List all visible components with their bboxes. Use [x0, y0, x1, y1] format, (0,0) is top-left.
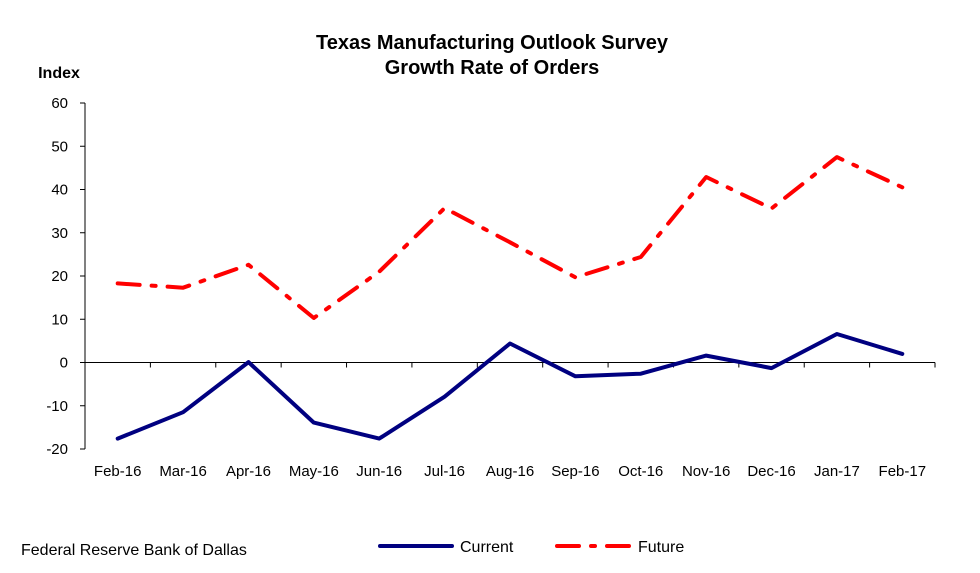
x-tick-label: Mar-16 [159, 463, 207, 480]
series-layer [115, 155, 905, 441]
series-line-current [115, 332, 905, 441]
axes: -20 -10 0 10 20 30 40 50 60 Feb-16 Mar-16 Apr-16 May… [46, 95, 936, 480]
x-tick-label: Oct-16 [618, 463, 663, 480]
y-tick-label: 40 [51, 182, 68, 199]
y-tick-label: 50 [51, 138, 68, 155]
y-tick-label: 20 [51, 268, 68, 285]
x-tick-label: Feb-17 [879, 463, 927, 480]
legend-label-current: Current [460, 539, 514, 556]
x-tick-label: Sep-16 [551, 463, 599, 480]
y-tick-label: 30 [51, 225, 68, 242]
source-note: Federal Reserve Bank of Dallas [21, 542, 247, 559]
x-tick-label: Aug-16 [486, 463, 534, 480]
chart-title: Texas Manufacturing Outlook Survey [316, 32, 669, 54]
y-tick-label: -20 [46, 441, 68, 458]
x-tick-label: Jul-16 [424, 463, 465, 480]
y-tick-label: 10 [51, 311, 68, 328]
x-tick-label: Feb-16 [94, 463, 142, 480]
y-tick-label: 60 [51, 95, 68, 112]
legend: Current Future [378, 539, 684, 556]
legend-label-future: Future [638, 539, 684, 556]
y-tick-label: -10 [46, 398, 68, 415]
x-tick-label: May-16 [289, 463, 339, 480]
x-tick-label: Jan-17 [814, 463, 860, 480]
x-tick-label: Jun-16 [356, 463, 402, 480]
series-line-future [115, 155, 905, 320]
y-axis-label: Index [38, 65, 80, 82]
x-tick-label: Dec-16 [747, 463, 795, 480]
chart-subtitle: Growth Rate of Orders [385, 57, 599, 79]
x-tick-label: Nov-16 [682, 463, 730, 480]
y-tick-label: 0 [60, 355, 68, 372]
x-tick-label: Apr-16 [226, 463, 271, 480]
